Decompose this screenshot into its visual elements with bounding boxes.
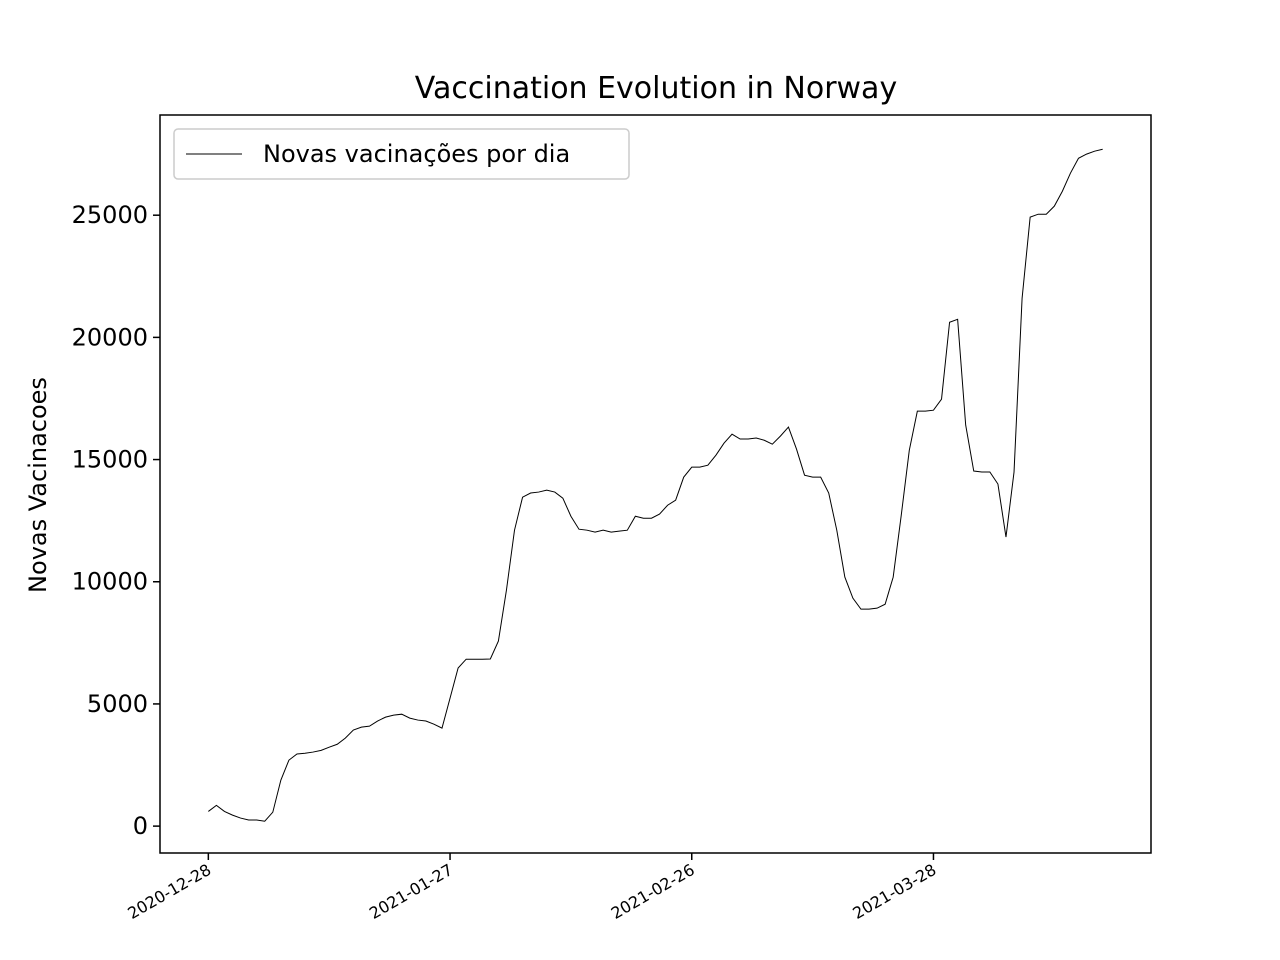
y-tick-label: 20000 — [72, 323, 148, 351]
legend-label: Novas vacinações por dia — [263, 140, 570, 168]
plot-frame — [159, 114, 1152, 854]
x-axis-label: Date — [627, 956, 684, 960]
y-tick-label: 0 — [133, 812, 148, 840]
y-axis-label: Novas Vacinacoes — [24, 377, 52, 593]
y-tick-label: 15000 — [72, 446, 148, 474]
legend-box — [173, 128, 630, 180]
y-tick-label: 5000 — [87, 690, 148, 718]
data-line — [208, 148, 1103, 822]
y-tick-label: 10000 — [72, 568, 148, 596]
chart-title: Vaccination Evolution in Norway — [415, 71, 897, 106]
y-tick-label: 25000 — [72, 201, 148, 229]
